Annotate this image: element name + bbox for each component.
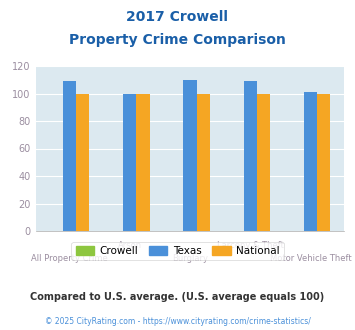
Text: 2017 Crowell: 2017 Crowell (126, 10, 229, 24)
Text: Motor Vehicle Theft: Motor Vehicle Theft (269, 254, 351, 263)
Text: Compared to U.S. average. (U.S. average equals 100): Compared to U.S. average. (U.S. average … (31, 292, 324, 302)
Bar (304, 92, 317, 231)
Bar (197, 93, 210, 231)
Text: All Property Crime: All Property Crime (31, 254, 108, 263)
Legend: Crowell, Texas, National: Crowell, Texas, National (71, 242, 284, 260)
Text: Arson: Arson (118, 241, 142, 250)
Bar (123, 93, 136, 231)
Text: Property Crime Comparison: Property Crime Comparison (69, 33, 286, 47)
Bar (136, 93, 149, 231)
Bar (244, 81, 257, 231)
Bar (63, 81, 76, 231)
Bar (317, 93, 330, 231)
Text: Burglary: Burglary (172, 254, 208, 263)
Bar (183, 80, 197, 231)
Bar (257, 93, 270, 231)
Bar (76, 93, 89, 231)
Text: Larceny & Theft: Larceny & Theft (217, 241, 284, 250)
Text: © 2025 CityRating.com - https://www.cityrating.com/crime-statistics/: © 2025 CityRating.com - https://www.city… (45, 317, 310, 326)
